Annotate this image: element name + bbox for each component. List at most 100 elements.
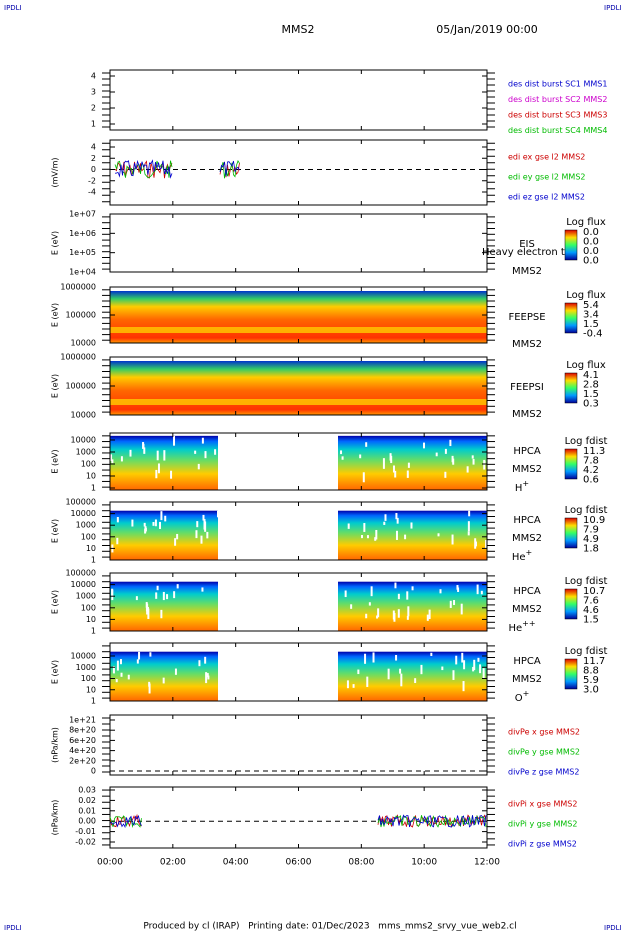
spectrogram-speck (452, 670, 455, 680)
spectrogram-speck (219, 673, 222, 681)
y-tick-label: 1000 (76, 448, 96, 457)
spectrogram-speck (197, 463, 200, 470)
spectrogram-speck (364, 653, 367, 664)
spectrogram-speck (393, 612, 396, 622)
spectrogram-speck (370, 586, 373, 597)
spectrogram-speck (271, 684, 274, 693)
spectrogram-speck (120, 672, 123, 677)
spectrogram-speck (451, 534, 454, 545)
spectrogram-speck (472, 458, 475, 465)
y-tick-label: 100 (81, 532, 96, 541)
colorbar-label: 11.7 (583, 656, 605, 667)
y-tick-label: 2 (91, 104, 96, 113)
colorbar (564, 658, 578, 690)
spacecraft-label: MMS2 (512, 604, 542, 615)
spectrogram-speck (328, 593, 331, 604)
spacecraft-label: MMS2 (512, 674, 542, 685)
spectrogram-speck (116, 537, 119, 545)
y-tick-label: 1000 (76, 663, 96, 672)
spectrogram-speck (449, 439, 452, 447)
colorbar-label: 4.9 (583, 534, 599, 545)
spectrogram-speck (238, 585, 241, 594)
colorbar-label: 1.8 (583, 544, 599, 555)
spectrogram-speck (240, 444, 243, 454)
spectrogram-speck (392, 465, 395, 473)
spectrogram-speck (467, 531, 470, 536)
spectrogram-speck (387, 668, 390, 680)
spectrogram-speck (166, 594, 169, 600)
instrument-label: EIS (519, 239, 535, 250)
y-tick-label: 3 (91, 88, 96, 97)
spectrogram-speck (472, 666, 475, 672)
y-tick-label: -0.02 (75, 838, 96, 847)
y-tick-label: 100000 (65, 498, 96, 507)
spectrogram-speck (205, 672, 208, 684)
spectrogram-speck (292, 583, 295, 588)
spectrogram-speck (324, 444, 327, 452)
colorbar-label: 4.6 (583, 605, 599, 616)
spectrogram-speck (399, 668, 402, 674)
spectrogram-speck (131, 519, 134, 527)
spectrogram-speck (441, 666, 444, 671)
colorbar-label: 10.9 (583, 515, 605, 526)
spectrogram-floor (110, 327, 487, 333)
spectrogram-speck (406, 591, 409, 600)
spectrogram-speck (267, 469, 270, 478)
y-tick-label: 0.01 (78, 806, 96, 815)
y-tick-label: 2 (91, 154, 96, 163)
y-tick-label: 0 (91, 165, 96, 174)
y-tick-label: 10 (86, 685, 96, 694)
spectrogram-speck (300, 609, 303, 616)
spectrogram-speck (397, 593, 400, 600)
spectrogram-speck (111, 459, 114, 464)
y-tick-label: 10 (86, 615, 96, 624)
spectrogram-speck (435, 452, 438, 457)
footer: Produced by cl (IRAP) Printing date: 01/… (143, 922, 516, 932)
spectrogram-speck (394, 470, 397, 478)
spectrogram-speck (275, 438, 278, 450)
spectrogram-speck (453, 600, 456, 606)
spacecraft-label: MMS2 (512, 409, 542, 420)
spectrogram-speck (145, 606, 148, 612)
y-tick-label: 10000 (71, 509, 96, 518)
spectrogram-speck (214, 449, 217, 455)
spectrogram (110, 291, 487, 343)
spectrogram-speck (361, 535, 364, 539)
y-tick-label: 1000000 (60, 283, 96, 292)
spectrogram-speck (420, 664, 423, 675)
spectrogram-speck (344, 590, 347, 598)
overlay-label: Heavy electron to (482, 247, 571, 258)
spectrogram-speck (400, 677, 403, 687)
spectrogram-speck (449, 600, 452, 608)
spectrogram-speck (116, 660, 119, 671)
y-tick-label: 0.00 (78, 817, 96, 826)
spectrogram-speck (474, 541, 477, 547)
spectrogram-speck (302, 652, 305, 658)
spectrogram-speck (302, 595, 305, 606)
species-sup: + (525, 548, 532, 557)
species-sup: + (522, 479, 529, 488)
legend-entry: edi ex gse l2 MMS2 (508, 153, 585, 162)
spectrogram-speck (346, 680, 349, 689)
colorbar-label: 3.0 (583, 685, 599, 696)
species-label: He+ (512, 548, 532, 564)
colorbar-title: Log fdist (565, 436, 608, 447)
colorbar-title: Log fdist (565, 646, 608, 657)
y-tick-label: 10000 (71, 339, 96, 348)
y-axis-label: E (eV) (51, 374, 60, 398)
colorbar (564, 372, 578, 404)
colorbar-title: Log flux (566, 217, 606, 228)
spectrogram-speck (155, 469, 158, 479)
spectrogram-speck (457, 587, 460, 592)
spectrogram-speck (157, 463, 160, 474)
spectrogram-speck (330, 440, 333, 450)
instrument-label: FEEPSI (510, 382, 544, 393)
spectrogram-speck (324, 542, 327, 546)
trace (377, 814, 487, 828)
spectrogram-speck (156, 450, 159, 461)
spectrogram-speck (287, 684, 290, 694)
spectrogram-speck (444, 448, 447, 454)
spectrogram-speck (359, 454, 362, 459)
corner-label: IPDLI (604, 924, 622, 932)
spectrogram-speck (290, 679, 293, 688)
